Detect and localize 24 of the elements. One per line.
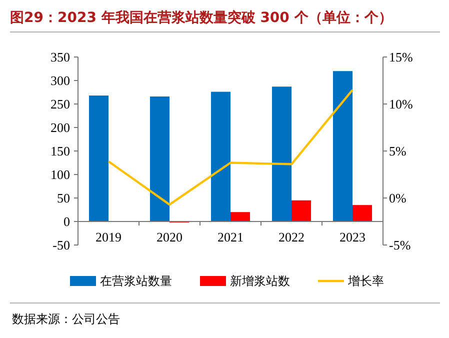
y-tick-label: 300 [50, 73, 70, 88]
x-tick-label: 2022 [278, 230, 304, 244]
y-tick-label: 350 [50, 50, 70, 65]
y-tick-label: 0 [64, 214, 70, 230]
y2-tick-label: 10% [389, 96, 413, 112]
y2-tick-label: 15% [389, 50, 413, 65]
x-tick-label: 2023 [340, 230, 366, 244]
y2-tick-label: -5% [389, 238, 411, 253]
y2-tick-label: 5% [389, 144, 406, 159]
y-tick-label: 250 [50, 96, 70, 112]
chart-title: 图29：2023 年我国在营浆站数量突破 300 个（单位：个） [10, 9, 392, 26]
source-note: 数据来源：公司公告 [12, 312, 120, 326]
y-tick-label: 150 [50, 144, 70, 159]
y-tick-label: -50 [52, 238, 70, 253]
x-tick-label: 2019 [96, 230, 122, 244]
y-tick-label: 100 [50, 167, 70, 182]
y2-tick-label: 0% [389, 190, 406, 206]
y-tick-label: 50 [57, 190, 70, 206]
legend-label: 新增浆站数 [230, 274, 290, 288]
legend-label: 在营浆站数量 [100, 274, 172, 288]
x-tick-label: 2021 [218, 230, 244, 244]
y-tick-label: 200 [50, 120, 70, 136]
x-tick-label: 2020 [156, 230, 182, 244]
legend-label: 增长率 [347, 274, 384, 288]
